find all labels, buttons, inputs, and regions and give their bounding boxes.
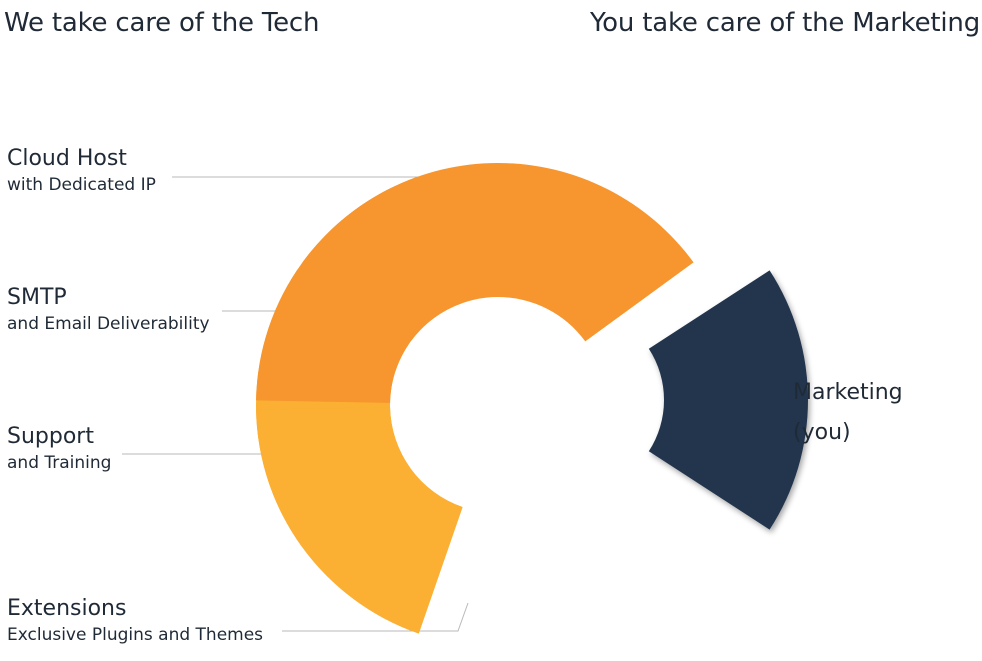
- marketing-title: Marketing: [793, 380, 903, 405]
- marketing-subtitle: (you): [793, 420, 851, 445]
- label-extensions: Extensions Exclusive Plugins and Themes: [7, 595, 263, 647]
- smtp-subtitle: and Email Deliverability: [7, 314, 210, 334]
- support-subtitle: and Training: [7, 453, 112, 473]
- label-smtp: SMTP and Email Deliverability: [7, 284, 210, 336]
- marketing-heading: You take care of the Marketing: [589, 8, 980, 38]
- cloud-host-subtitle: with Dedicated IP: [7, 175, 156, 195]
- label-support: Support and Training: [7, 423, 111, 475]
- leader-extensions: [282, 602, 469, 632]
- label-cloud-host: Cloud Host with Dedicated IP: [7, 145, 156, 197]
- segment-support: [256, 176, 463, 403]
- segment-marketing: [648, 270, 808, 530]
- segment-extensions: [256, 407, 463, 634]
- tech-heading: We take care of the Tech: [4, 8, 320, 38]
- extensions-subtitle: Exclusive Plugins and Themes: [7, 625, 264, 645]
- smtp-title: SMTP: [7, 285, 67, 310]
- extensions-title: Extensions: [7, 596, 127, 621]
- cloud-host-title: Cloud Host: [7, 146, 127, 171]
- label-marketing: Marketing (you): [793, 373, 903, 453]
- support-title: Support: [7, 424, 94, 449]
